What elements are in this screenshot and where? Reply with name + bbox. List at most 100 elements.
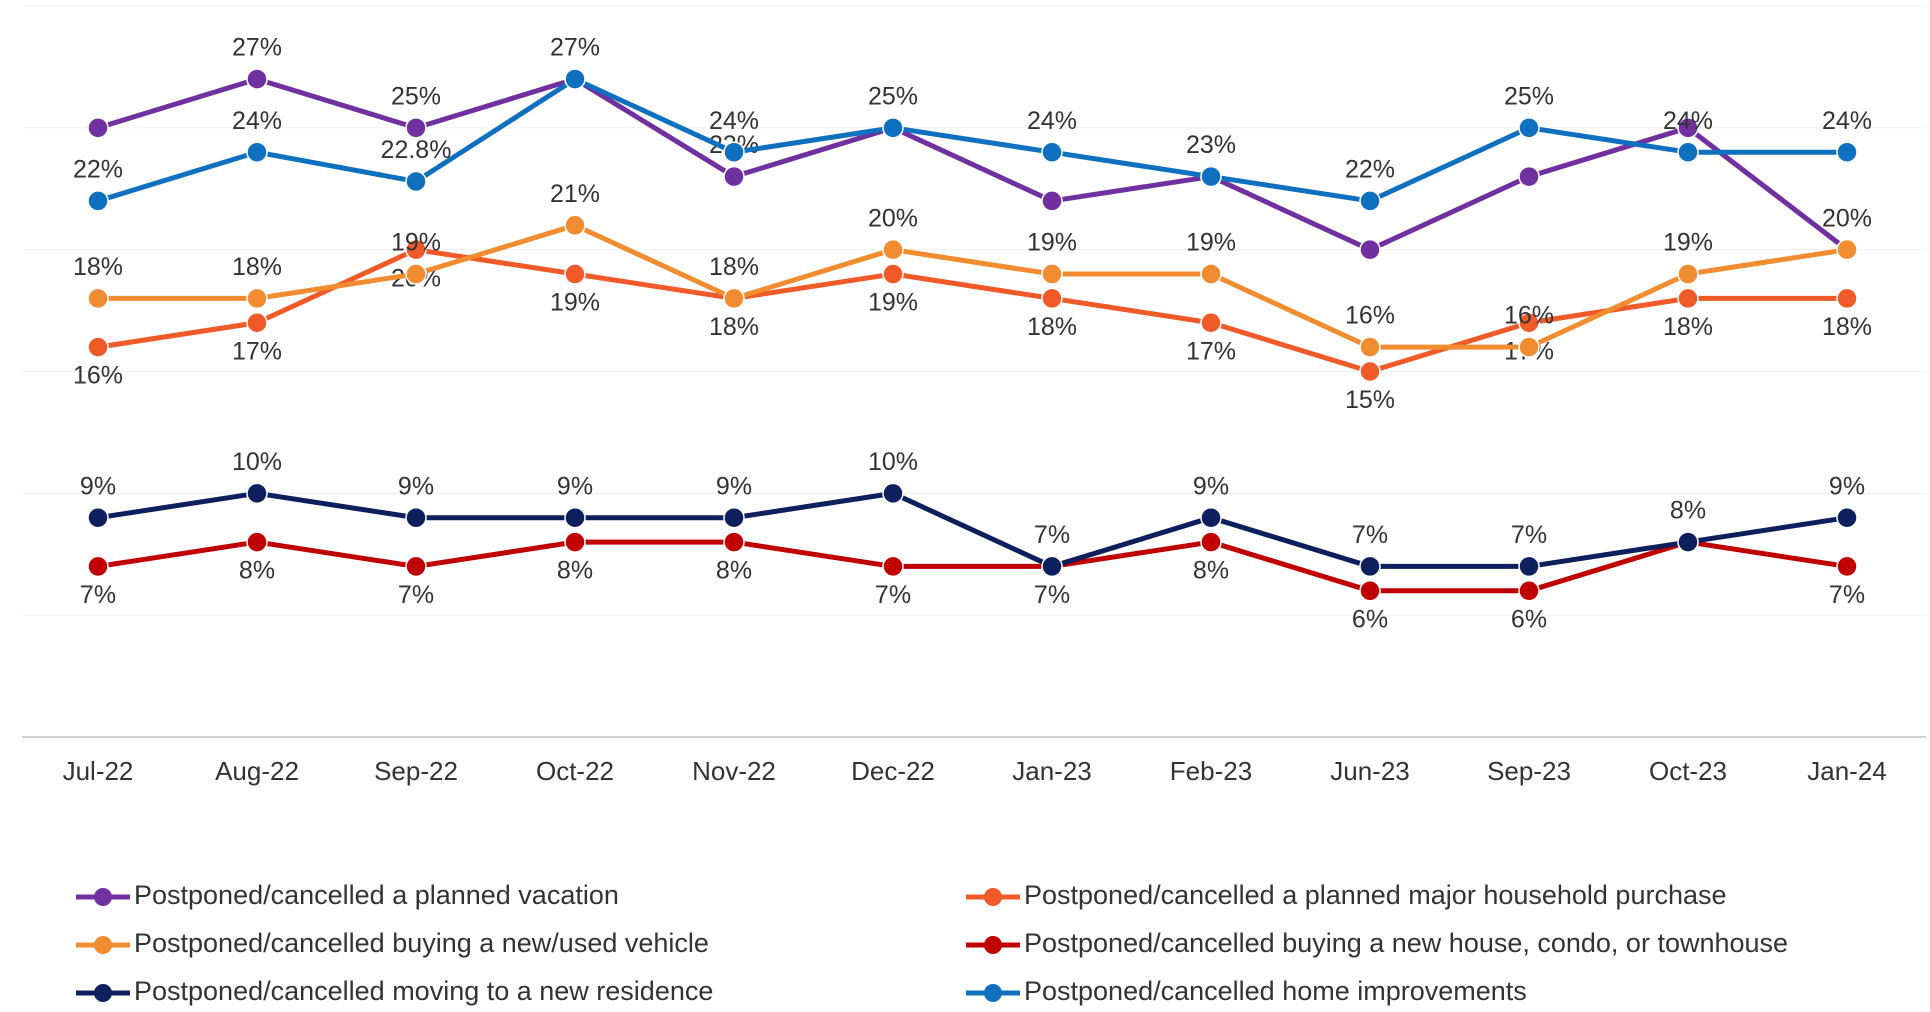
legend-marker: [94, 984, 112, 1002]
data-label: 10%: [232, 448, 282, 476]
data-label: 24%: [1663, 107, 1713, 135]
data-label: 18%: [709, 313, 759, 341]
data-point: [882, 482, 904, 505]
data-label: 8%: [557, 557, 593, 585]
data-point: [1836, 238, 1858, 261]
data-label: 9%: [398, 472, 434, 500]
data-point: [87, 287, 109, 310]
data-label: 8%: [239, 557, 275, 585]
x-tick-label: Oct-23: [1649, 756, 1727, 786]
x-tick-label: Sep-22: [374, 756, 458, 786]
data-point: [246, 287, 268, 310]
data-point: [405, 238, 427, 261]
data-point: [87, 506, 109, 529]
series-line: [97, 76, 1847, 204]
data-point: [405, 263, 427, 285]
data-label: 19%: [1663, 229, 1713, 257]
data-point: [1518, 336, 1540, 358]
data-label: 7%: [1034, 521, 1070, 549]
data-label: 19%: [550, 289, 600, 317]
data-point: [882, 263, 904, 285]
data-label: 23%: [1186, 131, 1236, 159]
data-point: [1041, 190, 1063, 212]
legend-marker: [984, 936, 1002, 954]
data-label: 25%: [391, 82, 441, 110]
data-point: [246, 531, 268, 553]
data-point: [1041, 287, 1063, 310]
data-label: 19%: [1186, 229, 1236, 257]
data-label: 8%: [1193, 557, 1229, 585]
legend-label: Postponed/cancelled buying a new/used ve…: [134, 928, 709, 958]
data-label: 20%: [868, 204, 918, 232]
data-point: [405, 555, 427, 578]
data-point: [1677, 141, 1699, 163]
data-label: 9%: [1829, 472, 1865, 500]
series-line: [97, 76, 1849, 253]
legend-label: Postponed/cancelled buying a new house, …: [1024, 928, 1788, 958]
data-point: [1359, 555, 1381, 578]
data-point: [1518, 117, 1540, 139]
data-point: [882, 555, 904, 578]
x-tick-label: Oct-22: [536, 756, 614, 786]
data-point: [246, 312, 268, 334]
data-label: 9%: [716, 472, 752, 500]
data-label: 24%: [709, 107, 759, 135]
data-label: 8%: [1670, 497, 1706, 525]
legend-marker: [94, 936, 112, 954]
data-point: [1359, 580, 1381, 602]
data-label: 18%: [232, 253, 282, 281]
data-point: [1200, 263, 1222, 285]
data-point: [87, 555, 109, 578]
data-label: 20%: [1822, 204, 1872, 232]
data-point: [1041, 263, 1063, 285]
data-label: 18%: [709, 253, 759, 281]
data-label: 17%: [1186, 337, 1236, 365]
data-point: [1359, 238, 1381, 261]
data-label: 17%: [232, 337, 282, 365]
data-point: [1677, 531, 1699, 553]
data-point: [1041, 555, 1063, 578]
data-label: 19%: [868, 289, 918, 317]
data-point: [1518, 165, 1540, 188]
x-tick-label: Jan-23: [1012, 756, 1092, 786]
data-point: [1518, 580, 1540, 602]
data-label: 9%: [557, 472, 593, 500]
legend-marker: [984, 984, 1002, 1002]
x-tick-label: Nov-22: [692, 756, 776, 786]
data-label: 15%: [1345, 386, 1395, 414]
data-point: [1359, 336, 1381, 358]
data-point: [723, 506, 745, 529]
data-label: 7%: [1352, 521, 1388, 549]
data-point: [1677, 117, 1699, 139]
data-label: 7%: [1034, 581, 1070, 609]
data-point: [1200, 506, 1222, 529]
data-label: 10%: [868, 448, 918, 476]
data-label: 18%: [1027, 313, 1077, 341]
data-label: 9%: [80, 472, 116, 500]
data-point: [246, 68, 268, 90]
data-point: [1200, 531, 1222, 553]
data-point: [405, 170, 427, 193]
data-point: [87, 336, 109, 358]
x-tick-label: Feb-23: [1170, 756, 1252, 786]
data-point: [1200, 165, 1222, 188]
series-line: [97, 539, 1848, 594]
x-tick-label: Jun-23: [1330, 756, 1410, 786]
data-label: 7%: [1511, 521, 1547, 549]
data-point: [1518, 555, 1540, 578]
data-label: 18%: [1822, 313, 1872, 341]
data-point: [564, 214, 586, 237]
data-point: [1677, 263, 1699, 285]
data-label: 27%: [232, 34, 282, 62]
legend-label: Postponed/cancelled home improvements: [1024, 976, 1527, 1006]
data-point: [564, 531, 586, 553]
data-label: 16%: [1345, 302, 1395, 330]
series-line: [97, 490, 1848, 569]
legend-label: Postponed/cancelled a planned major hous…: [1024, 880, 1727, 910]
data-point: [405, 117, 427, 139]
data-point: [564, 68, 586, 90]
data-point: [1836, 506, 1858, 529]
data-label: 19%: [391, 229, 441, 257]
data-label: 18%: [1663, 313, 1713, 341]
